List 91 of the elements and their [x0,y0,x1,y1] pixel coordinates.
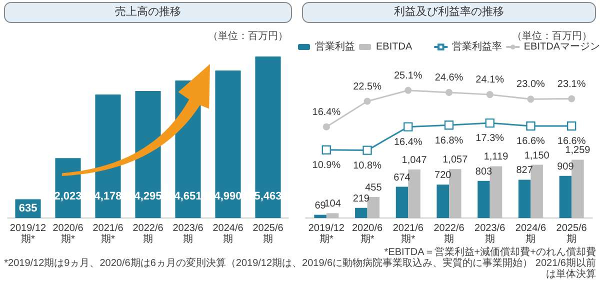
data-label: 16.4% [394,136,422,148]
bar [408,170,420,218]
data-label: 24.1% [476,74,504,86]
data-label: 69 [314,200,326,212]
data-label: 1,119 [484,152,509,163]
data-label: 909 [557,161,574,172]
bar [436,184,449,218]
data-label: 635 [18,202,38,215]
x-tick-label: 2021/6期* [92,223,124,245]
data-label: 104 [324,198,342,210]
bar [367,196,380,218]
point [446,88,452,96]
x-tick-label: 2024/6期 [515,223,546,245]
chart-title: 売上高の推移 [4,2,292,23]
data-label: 4,178 [94,190,122,202]
data-label: 455 [365,182,382,194]
data-label: 5,463 [254,190,282,202]
x-tick-label: 2024/6期 [212,223,244,245]
point [444,120,454,130]
point [566,121,576,131]
data-label: 4,990 [214,190,242,202]
bar [326,213,339,218]
point [322,123,330,130]
chart-title: 利益及び利益率の推移 [302,2,596,23]
point [527,96,534,103]
x-tick-label: 2025/6期 [556,223,588,245]
data-label: 674 [394,172,411,184]
data-label: 219 [352,193,370,204]
point [568,95,576,102]
data-label: 4,651 [174,190,202,202]
data-label: 10.8% [353,160,382,172]
x-tick-label: 2021/6期* [392,223,424,245]
point [404,86,412,94]
bar [135,91,161,218]
legend-label: EBITDA [376,42,412,52]
x-tick-label: 2025/6期 [252,223,284,245]
data-label: 1,057 [442,154,468,166]
bar [449,169,462,218]
data-label: 720 [434,170,452,182]
data-label: 17.3% [476,133,504,144]
data-label: 24.6% [434,72,464,84]
data-label: 4,295 [134,190,162,202]
point [322,145,332,154]
x-tick-label: 2020/6期* [52,223,84,245]
bar [314,214,326,218]
x-tick-label: 2019/12期* [10,223,47,245]
point [485,118,494,128]
data-label: 16.6% [516,136,545,148]
bar [559,176,572,218]
point [364,98,371,105]
legend-label: 営業利益 [315,40,355,52]
bar [530,164,543,218]
point [362,146,372,155]
bar [518,180,531,218]
data-label: 16.8% [434,135,464,146]
point [486,91,494,98]
data-label: 23.0% [516,79,545,90]
x-tick-label: 2019/12期* [308,223,345,245]
bar [215,70,241,218]
x-tick-label: 2022/6期 [132,223,164,245]
data-label: 1,150 [524,150,550,162]
data-label: 25.1% [394,70,422,82]
bar [396,186,408,218]
data-label: 1,047 [402,155,428,166]
bar [55,158,81,218]
x-tick-label: 2023/6期 [474,223,506,245]
bar [478,180,490,218]
data-label: 1,259 [565,145,591,156]
x-tick-label: 2020/6期* [352,223,384,245]
data-label: 803 [475,166,493,178]
bar [255,56,281,218]
data-label: 10.9% [312,160,341,171]
chart-subtitle: （単位：百万円） [208,30,288,43]
text: *EBITDA＝営業利益+減価償却費+のれん償却費 [384,247,596,258]
data-label: 22.5% [353,81,382,92]
data-label: 2,023 [54,190,82,202]
bar [355,208,368,218]
legend-label: 営業利益率 [452,40,502,52]
data-label: 23.1% [557,78,586,90]
point [404,122,413,132]
data-label: 16.6% [557,136,586,148]
point [526,121,536,131]
x-tick-label: 2023/6期 [172,223,204,245]
text: *2019/12期は9ヵ月、2020/6期は6ヵ月の変則決算（2019/12期は、2019/6に動物病院事業取込み、実質的に事業開始） 2021/6期以前は単体決算 [4,258,596,280]
x-tick-label: 2022/6期 [434,223,465,245]
bar [572,160,584,218]
data-label: 827 [516,165,534,176]
data-label: 16.4% [312,106,341,118]
legend-label: EBITDAマージン [524,42,600,52]
bar [95,94,121,218]
chart-subtitle: （単位：百万円） [512,30,592,42]
